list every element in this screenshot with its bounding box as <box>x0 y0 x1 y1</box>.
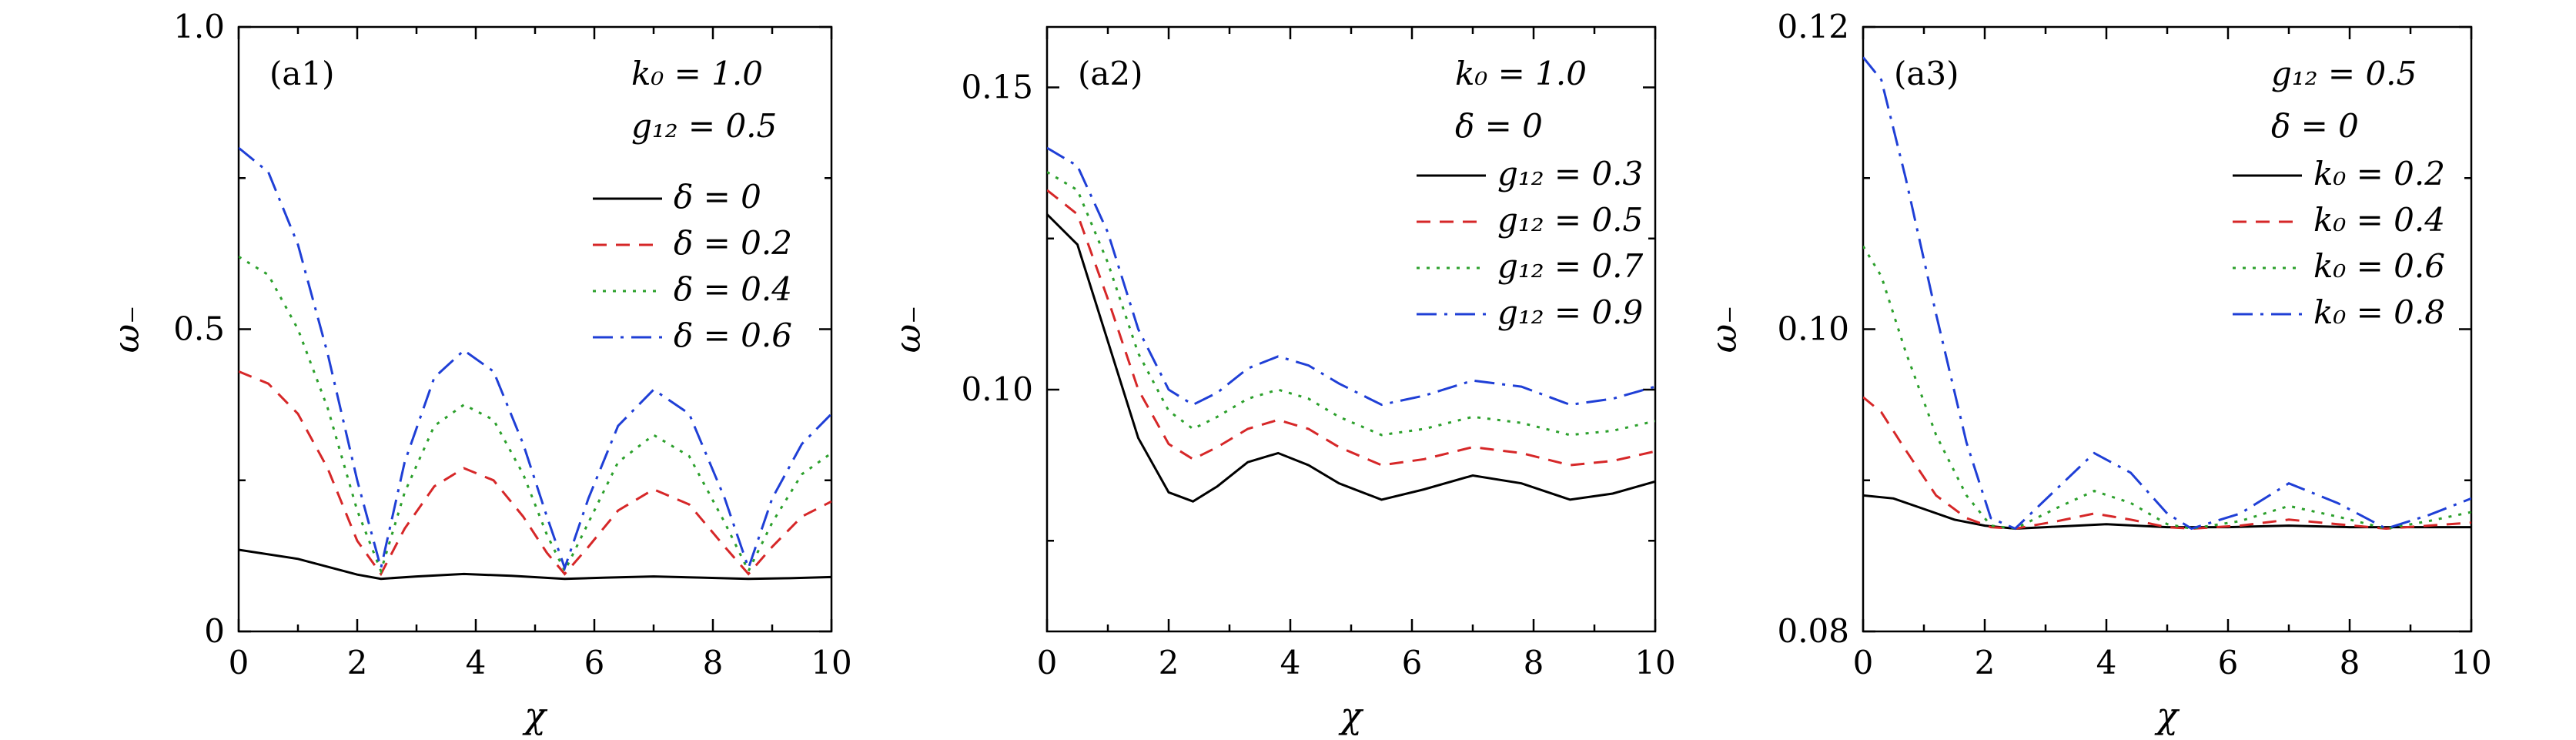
parameter-annotation: δ = 0 <box>2271 107 2359 145</box>
y-tick-label: 0.12 <box>1777 8 1849 45</box>
panel-label: (a2) <box>1078 55 1143 92</box>
y-axis-label: ω₋ <box>887 306 928 353</box>
x-tick-label: 8 <box>2340 644 2360 681</box>
y-axis-label: ω₋ <box>1703 306 1745 353</box>
parameter-annotation: g₁₂ = 0.5 <box>631 107 777 145</box>
x-tick-label: 6 <box>2218 644 2239 681</box>
series-line-4 <box>1047 146 1655 407</box>
legend-entry: g₁₂ = 0.7 <box>1497 247 1644 285</box>
x-tick-label: 4 <box>1280 644 1301 681</box>
x-tick-label: 4 <box>466 644 487 681</box>
series-line-3 <box>1047 171 1655 437</box>
legend-entry: g₁₂ = 0.3 <box>1497 155 1643 193</box>
y-tick-label: 0.5 <box>173 310 225 348</box>
x-tick-label: 2 <box>1159 644 1179 681</box>
chart-panel-1: 0 2 4 6 8 10 0 0.5 1.0 χ ω₋ (a1) k₀ = 1.0 g₁₂ = 0.5 δ … <box>105 8 852 736</box>
x-tick-label: 10 <box>1634 644 1675 681</box>
legend-entry: g₁₂ = 0.9 <box>1497 293 1643 331</box>
x-tick-label: 0 <box>1853 644 1874 681</box>
legend-entry: k₀ = 0.6 <box>2313 247 2445 285</box>
legend-entry: k₀ = 0.4 <box>2313 201 2445 239</box>
y-tick-label: 0.10 <box>1777 310 1849 348</box>
x-tick-label: 2 <box>347 644 368 681</box>
x-tick-label: 0 <box>229 644 249 681</box>
y-tick-label: 0.15 <box>961 69 1033 106</box>
series-line-1 <box>239 548 831 581</box>
legend-entry: δ = 0.6 <box>674 316 792 354</box>
x-tick-label: 8 <box>1524 644 1544 681</box>
y-axis-label: ω₋ <box>105 306 147 353</box>
legend-entry: g₁₂ = 0.5 <box>1497 201 1643 239</box>
series-line-2 <box>1047 189 1655 467</box>
series-group <box>239 146 831 581</box>
x-tick-label: 6 <box>584 644 605 681</box>
y-tick-label: 0.08 <box>1777 612 1849 650</box>
series-line-1 <box>1863 494 2471 531</box>
parameter-annotation: k₀ = 1.0 <box>1455 55 1587 92</box>
parameter-annotation: k₀ = 1.0 <box>631 55 763 92</box>
x-tick-label: 10 <box>811 644 851 681</box>
legend-entry: k₀ = 0.2 <box>2313 155 2445 193</box>
y-tick-label: 0.10 <box>961 370 1033 408</box>
legend-entry: δ = 0 <box>674 178 761 216</box>
chart-panel-3: 0 2 4 6 8 10 0.08 0.10 0.12 χ ω₋ (a3) g₁₂ = 0.5 δ = 0… <box>1703 8 2492 736</box>
panel-label: (a1) <box>269 55 335 92</box>
series-line-1 <box>1047 213 1655 503</box>
x-tick-label: 6 <box>1402 644 1423 681</box>
x-axis-label: χ <box>522 695 548 736</box>
series-line-2 <box>1863 396 2471 531</box>
x-tick-label: 10 <box>2451 644 2491 681</box>
x-tick-label: 0 <box>1037 644 1058 681</box>
chart-panel-2: 0 2 4 6 8 10 0.10 0.15 χ ω₋ (a2) k₀ = 1.0 δ = 0 g₁₂ =… <box>887 25 1676 736</box>
panel-label: (a3) <box>1894 55 1959 92</box>
x-tick-label: 8 <box>703 644 724 681</box>
y-tick-label: 0 <box>204 612 225 650</box>
y-tick-label: 1.0 <box>173 8 225 45</box>
legend-entry: k₀ = 0.8 <box>2313 293 2445 331</box>
series-group <box>1047 146 1655 503</box>
legend-entry: δ = 0.4 <box>674 270 792 308</box>
x-tick-label: 4 <box>2096 644 2117 681</box>
series-line-4 <box>1863 56 2471 531</box>
series-line-3 <box>1863 245 2471 531</box>
series-line-3 <box>239 256 831 575</box>
x-axis-label: χ <box>1338 695 1364 736</box>
x-axis-label: χ <box>2154 695 2180 736</box>
series-line-2 <box>239 370 831 577</box>
legend-entry: δ = 0.2 <box>674 224 792 262</box>
x-tick-label: 2 <box>1975 644 1996 681</box>
parameter-annotation: g₁₂ = 0.5 <box>2271 55 2417 92</box>
parameter-annotation: δ = 0 <box>1455 107 1543 145</box>
series-group <box>1863 56 2471 531</box>
